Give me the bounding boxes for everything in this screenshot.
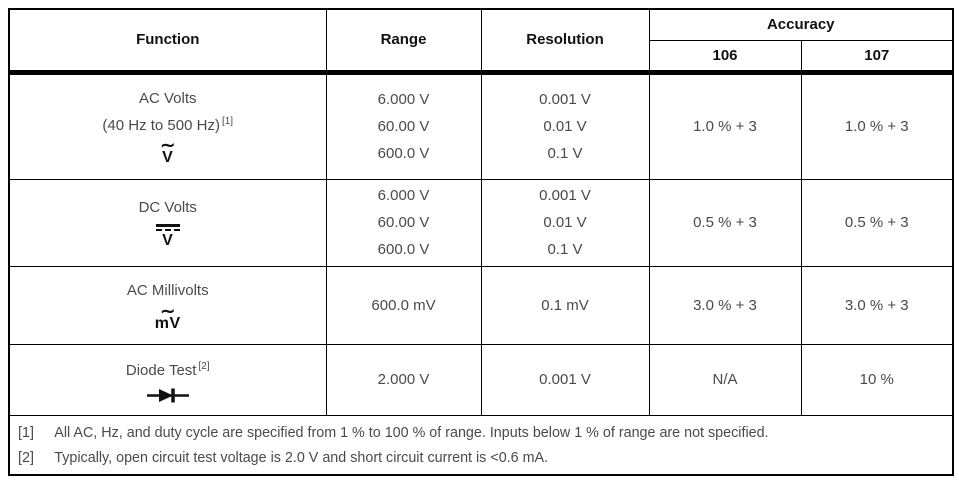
range-cell: 600.0 mV [325,265,482,345]
header-resolution: Resolution [480,8,650,75]
dc-bars-icon [155,223,180,232]
table-header: Function Range Resolution Accuracy 106 1… [8,8,954,75]
function-detail: (40 Hz to 500 Hz) [102,117,220,134]
footnote-text: Typically, open circuit test voltage is … [54,448,549,466]
diode-icon [10,387,326,404]
header-function: Function [8,8,327,75]
accuracy-107-cell: 1.0 % + 3 [800,71,954,180]
range-cell: 6.000 V 60.00 V 600.0 V [325,71,482,180]
footnote-1: [1] All AC, Hz, and duty cycle are specif… [18,420,900,445]
table-row: AC Volts (40 Hz to 500 Hz) [1] ∼ V 6.000 … [8,71,954,180]
accuracy-106-cell: N/A [648,343,802,416]
dc-volts-icon: V [10,223,326,250]
range-cell: 6.000 V 60.00 V 600.0 V [325,178,482,267]
accuracy-106-cell: 3.0 % + 3 [648,265,802,345]
function-cell-dc-volts: DC Volts V [8,178,327,267]
resolution-cell: 0.001 V 0.01 V 0.1 V [480,71,650,180]
header-accuracy: Accuracy [648,8,954,41]
accuracy-107-cell: 3.0 % + 3 [800,265,954,345]
function-name: Diode Test [125,362,197,379]
function-name: DC Volts [138,198,197,216]
tilde-icon: ∼ [160,300,176,321]
function-name: AC Millivolts [126,281,209,299]
function-cell-diode-test: Diode Test [2] [8,343,327,416]
range-cell: 2.000 V [325,343,482,416]
table-row: AC Millivolts ∼ mV 600.0 mV 0.1 mV 3.0 %… [8,265,954,345]
tilde-icon: ∼ [160,135,176,155]
footnote-text: All AC, Hz, and duty cycle are specified… [54,423,769,441]
resolution-cell: 0.001 V [480,343,650,416]
ac-millivolts-icon: ∼ mV [154,300,181,332]
specification-table: Function Range Resolution Accuracy 106 1… [8,8,954,476]
accuracy-107-cell: 10 % [800,343,954,416]
header-model-107: 107 [800,39,954,75]
accuracy-106-cell: 0.5 % + 3 [648,178,802,267]
footnote-ref-1: [1] [221,116,234,127]
resolution-cell: 0.1 mV [480,265,650,345]
table-row: Diode Test [2] 2.000 V 0.001 V N/A 10 % [8,343,954,416]
resolution-cell: 0.001 V 0.01 V 0.1 V [480,178,650,267]
accuracy-107-cell: 0.5 % + 3 [800,178,954,267]
footnote-marker: [2] [18,448,34,466]
function-cell-ac-millivolts: AC Millivolts ∼ mV [8,265,327,345]
footnote-marker: [1] [18,423,34,441]
function-cell-ac-volts: AC Volts (40 Hz to 500 Hz) [1] ∼ V [8,71,327,180]
footnote-ref-2: [2] [198,361,210,372]
accuracy-106-cell: 1.0 % + 3 [648,71,802,180]
table-row: DC Volts V 6.000 V 60.00 V 600.0 V [8,178,954,267]
ac-volts-icon: ∼ V [160,135,176,166]
footnote-2: [2] Typically, open circuit test voltage … [18,445,900,470]
footnotes-row: [1] All AC, Hz, and duty cycle are specif… [8,414,954,475]
function-name: AC Volts [138,90,197,107]
header-model-106: 106 [648,39,802,75]
header-range: Range [325,8,482,75]
footnotes-cell: [1] All AC, Hz, and duty cycle are specif… [8,414,954,475]
